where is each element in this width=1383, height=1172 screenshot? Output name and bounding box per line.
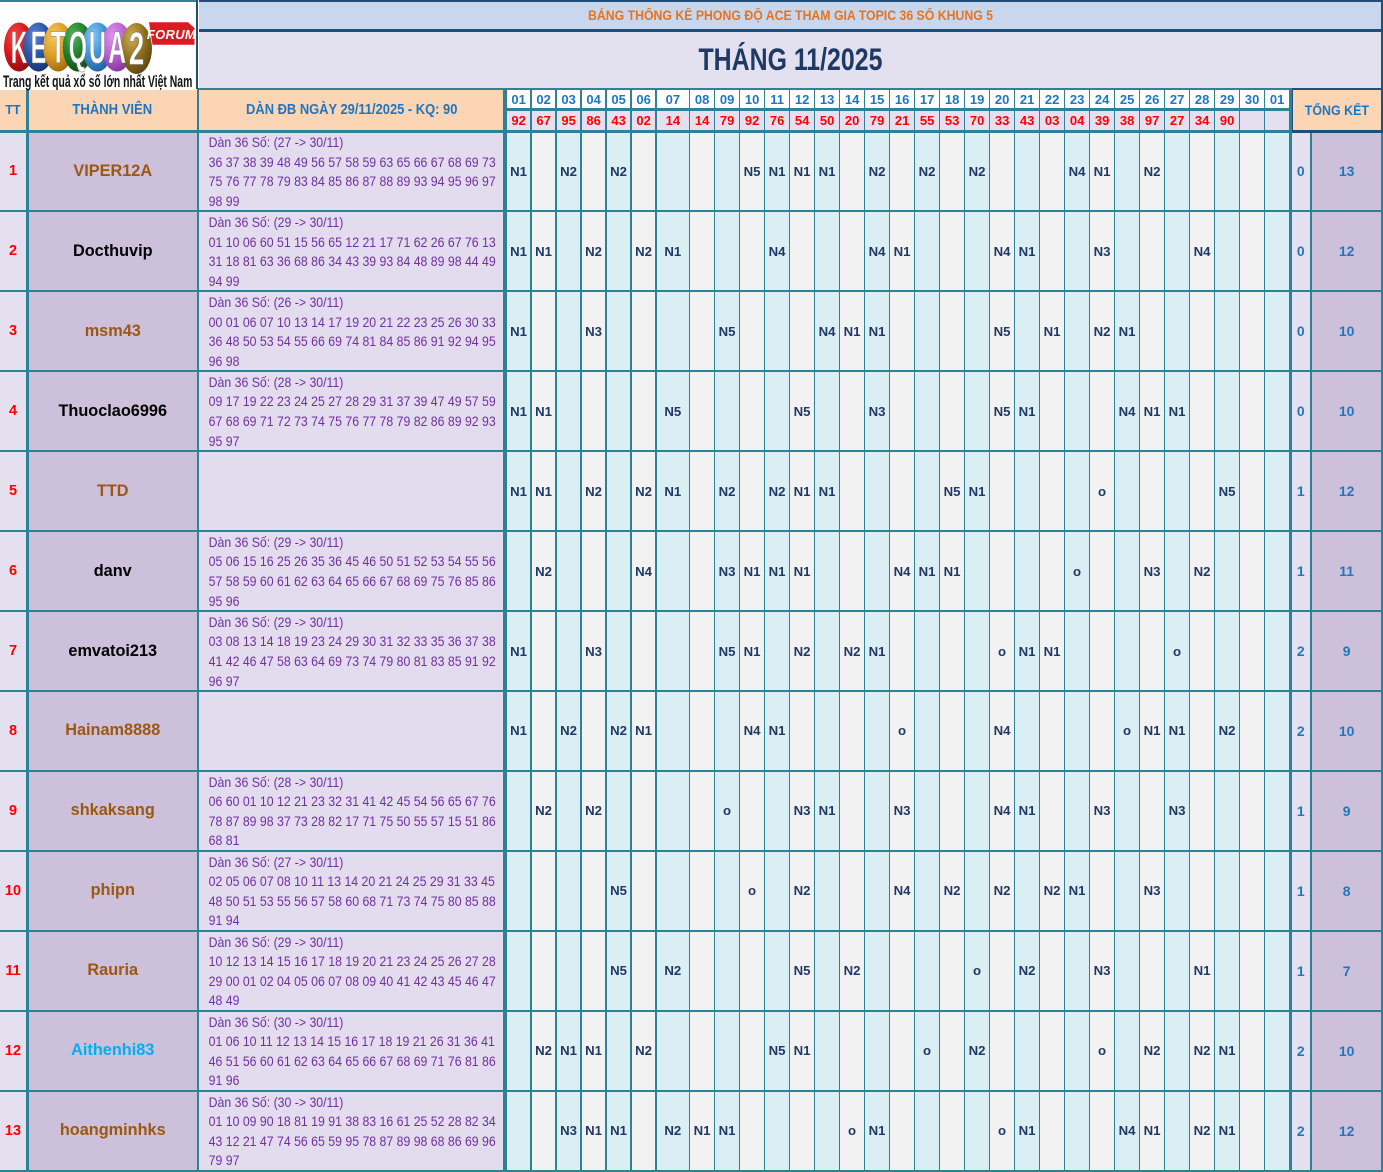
svg-text:FORUM: FORUM [147,27,195,42]
svg-text:A: A [108,22,126,73]
svg-text:E: E [31,23,47,73]
svg-text:U: U [89,23,106,73]
svg-text:K: K [11,23,27,74]
svg-text:T: T [51,22,66,73]
svg-text:2: 2 [129,24,144,75]
svg-text:Q: Q [69,23,87,73]
